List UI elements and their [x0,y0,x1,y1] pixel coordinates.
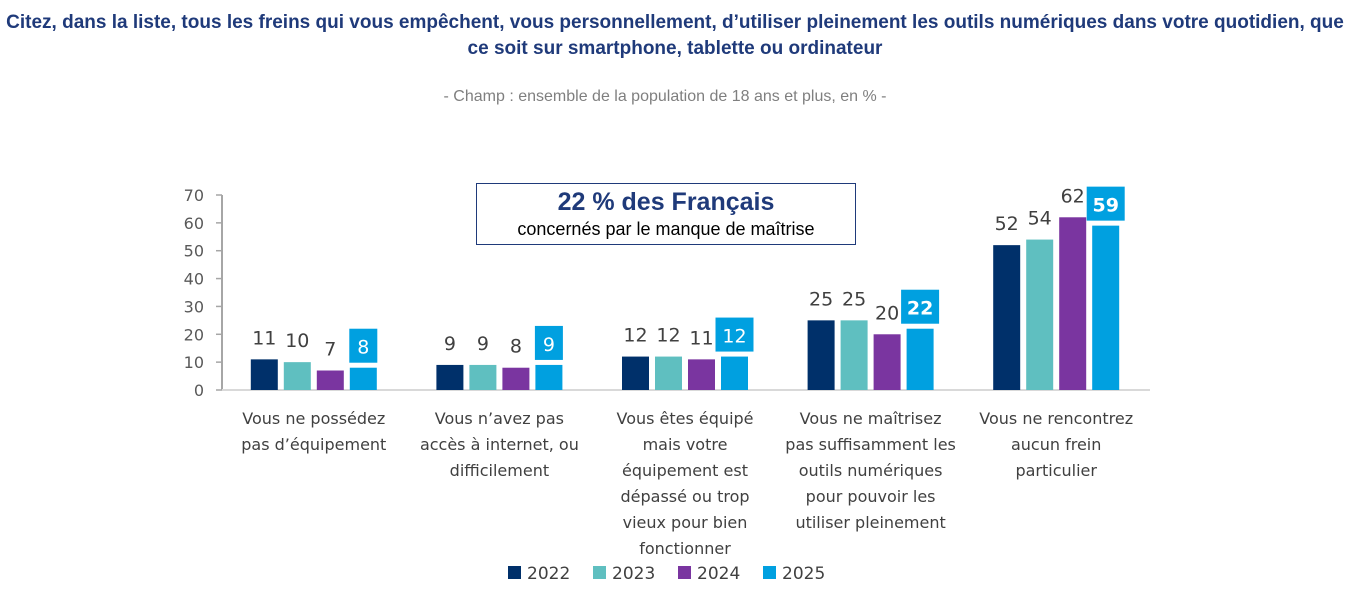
category-label: Vous ne rencontrez [979,409,1133,428]
legend-label: 2022 [527,564,570,584]
data-label: 9 [477,333,489,355]
bar-2023 [283,362,311,390]
data-label: 52 [995,213,1019,235]
callout-box: 22 % des Français concernés par le manqu… [476,183,856,245]
bar-2022 [993,245,1021,390]
data-label: 54 [1028,208,1052,230]
data-label: 12 [623,325,647,347]
legend-label: 2024 [697,564,740,584]
category-label: Vous ne possédez [242,409,385,428]
y-tick-label: 30 [184,297,204,316]
bar-2023 [1026,239,1054,390]
data-label: 8 [357,337,369,359]
legend-label: 2025 [782,564,825,584]
category-label: Vous n’avez pas [435,409,564,428]
y-tick-label: 20 [184,325,204,344]
bar-2025 [535,364,563,390]
y-tick-label: 50 [184,242,204,261]
category-label: dépassé ou trop [620,487,749,506]
category-label: outils numériques [799,461,943,480]
legend-label: 2023 [612,564,655,584]
legend-swatch [593,566,606,579]
data-label: 59 [1092,195,1118,217]
bar-2023 [655,356,682,390]
bar-2025 [1092,225,1120,390]
bar-2024 [1059,217,1087,390]
y-tick-label: 0 [194,381,204,400]
category-label: fonctionner [639,539,731,558]
bar-2025 [906,328,934,390]
bar-2023 [840,320,868,390]
y-tick-label: 10 [184,353,204,372]
category-label: pas d’équipement [241,435,386,454]
bar-2024 [688,359,715,390]
bar-2022 [807,320,835,390]
y-tick-label: 60 [184,214,204,233]
category-label: pour pouvoir les [806,487,936,506]
data-label-box [901,289,940,324]
legend-swatch [678,566,691,579]
data-label: 11 [689,327,713,349]
data-label: 7 [324,339,336,361]
data-label: 25 [842,288,866,310]
data-label: 11 [252,327,276,349]
data-label: 25 [809,288,833,310]
category-label: aucun frein [1011,435,1101,454]
data-label: 20 [875,302,899,324]
category-label: pas suffisamment les [785,435,956,454]
category-label: Vous ne maîtrisez [800,409,942,428]
data-label-box [1086,186,1125,221]
data-label: 22 [907,298,933,320]
chart-title: Citez, dans la liste, tous les freins qu… [6,12,1344,59]
category-label: difficilement [450,461,549,480]
bar-2024 [873,334,901,390]
y-tick-label: 40 [184,270,204,289]
bar-2022 [250,359,278,390]
bar-2024 [316,370,344,390]
data-label-box [715,317,754,352]
data-label: 12 [656,325,680,347]
callout-headline: 22 % des Français [557,188,775,216]
data-label: 9 [543,334,555,356]
legend-swatch [508,566,521,579]
bar-2024 [502,367,530,390]
category-label: Vous êtes équipé [616,409,753,428]
bar-2022 [622,356,649,390]
data-label: 8 [510,336,522,358]
data-label: 10 [285,330,309,352]
data-label: 62 [1061,185,1085,207]
bar-2025 [721,356,748,390]
data-label-box [349,328,378,363]
category-label: utiliser pleinement [795,513,945,532]
data-label: 9 [444,333,456,355]
category-label: accès à internet, ou [420,435,579,454]
category-label: vieux pour bien [623,513,748,532]
bar-2023 [469,364,497,390]
legend-swatch [763,566,776,579]
category-label: particulier [1015,461,1097,480]
data-label: 12 [722,326,746,348]
category-label: mais votre [643,435,728,454]
y-tick-label: 70 [184,186,204,205]
data-label-box [534,325,563,360]
chart-subtitle: - Champ : ensemble de la population de 1… [443,88,887,105]
bar-2022 [436,364,464,390]
callout-text: concernés par le manque de maîtrise [517,219,815,239]
category-label: équipement est [622,461,748,480]
bar-2025 [349,367,377,390]
